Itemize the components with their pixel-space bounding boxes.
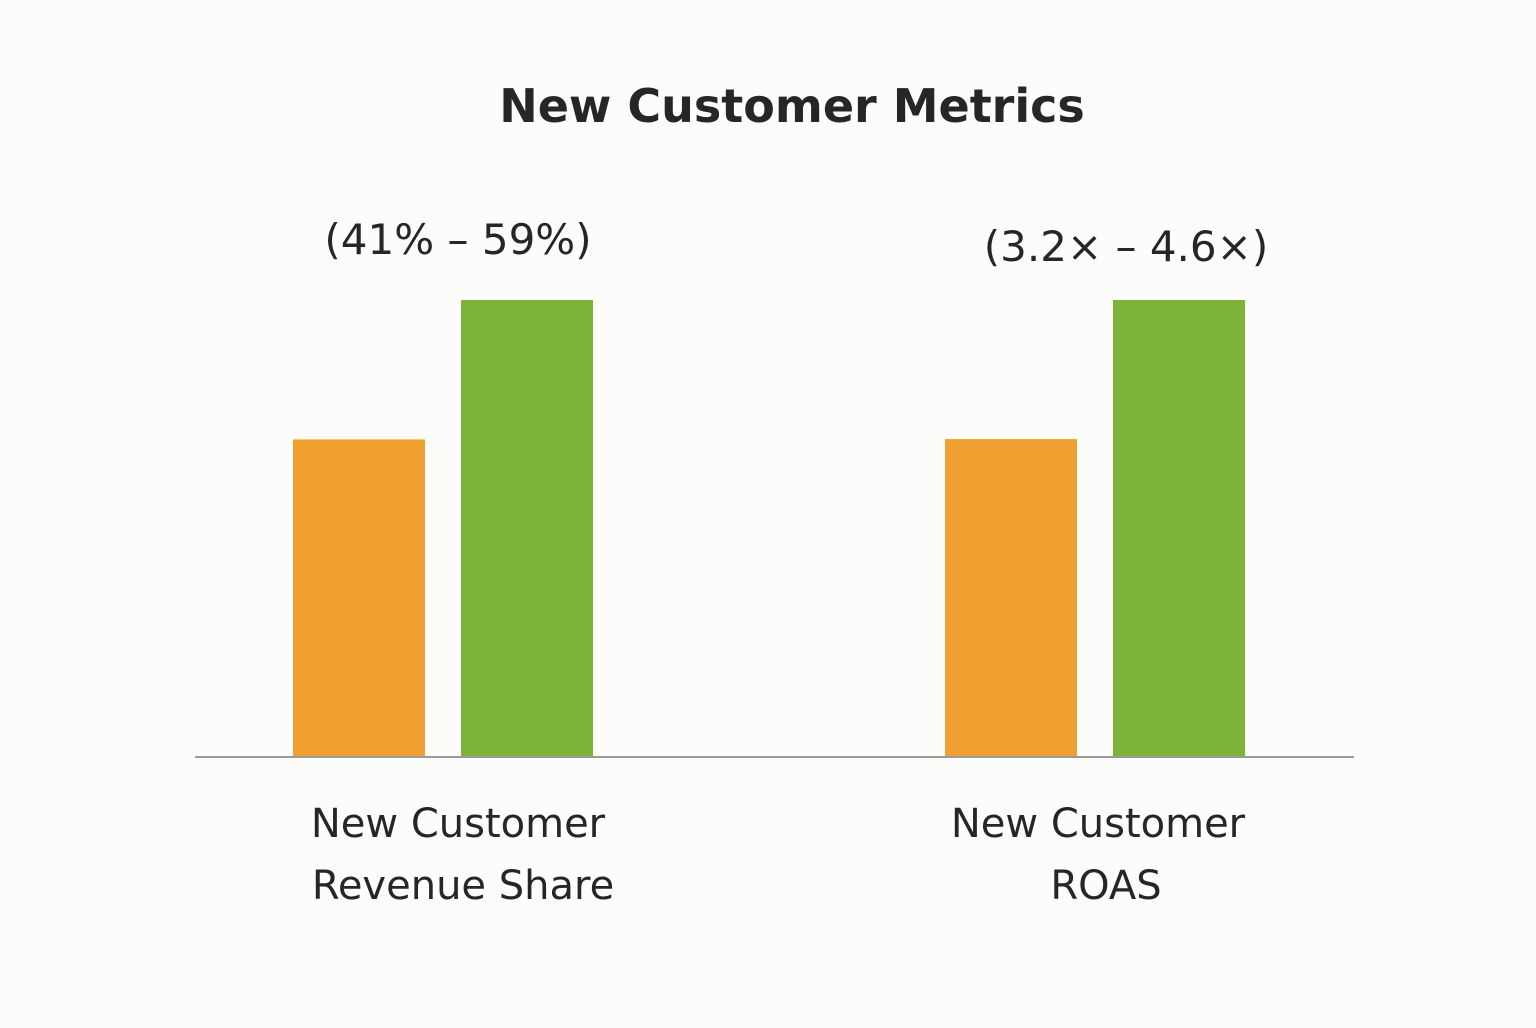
bar-group1-high — [461, 300, 593, 757]
range-label-roas: (3.2× – 4.6×) — [984, 222, 1268, 271]
bar-group2-low — [945, 439, 1077, 757]
category-label-revenue-share-line2: Revenue Share — [312, 863, 614, 909]
chart-title: New Customer Metrics — [499, 79, 1085, 133]
bars — [293, 300, 1245, 757]
bar-group1-low — [293, 439, 425, 757]
category-label-roas-line2: ROAS — [1050, 863, 1161, 909]
bar-group2-high — [1113, 300, 1245, 757]
range-label-revenue-share: (41% – 59%) — [324, 215, 591, 264]
category-label-roas-line1: New Customer — [951, 801, 1246, 847]
category-label-revenue-share-line1: New Customer — [311, 801, 606, 847]
